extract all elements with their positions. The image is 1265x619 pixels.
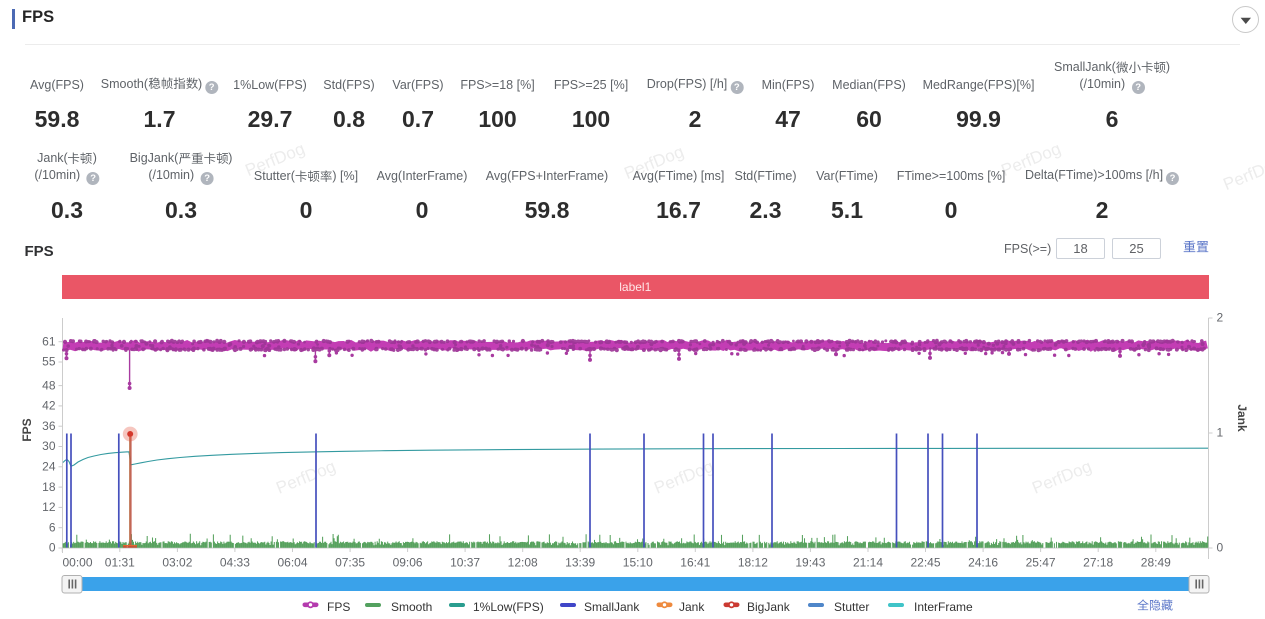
svg-text:55: 55 — [42, 355, 56, 369]
svg-text:01:31: 01:31 — [105, 556, 135, 570]
svg-text:24: 24 — [42, 460, 56, 474]
svg-text:10:37: 10:37 — [450, 556, 480, 570]
svg-text:42: 42 — [42, 399, 56, 413]
svg-text:15:10: 15:10 — [623, 556, 653, 570]
svg-text:22:45: 22:45 — [910, 556, 940, 570]
svg-text:36: 36 — [42, 419, 56, 433]
svg-text:PerfDog: PerfDog — [273, 457, 338, 498]
svg-text:PerfDog: PerfDog — [1029, 457, 1094, 498]
svg-text:16:41: 16:41 — [680, 556, 710, 570]
svg-text:FPS: FPS — [20, 418, 34, 441]
svg-text:04:33: 04:33 — [220, 556, 250, 570]
svg-text:19:43: 19:43 — [795, 556, 825, 570]
svg-text:06:04: 06:04 — [277, 556, 307, 570]
svg-text:12:08: 12:08 — [508, 556, 538, 570]
svg-text:25:47: 25:47 — [1026, 556, 1056, 570]
svg-text:09:06: 09:06 — [393, 556, 423, 570]
svg-text:28:49: 28:49 — [1141, 556, 1171, 570]
svg-text:1: 1 — [1217, 426, 1224, 440]
svg-text:PerfDog: PerfDog — [651, 457, 716, 498]
svg-text:12: 12 — [42, 500, 56, 514]
svg-text:21:14: 21:14 — [853, 556, 883, 570]
svg-text:6: 6 — [49, 520, 56, 534]
svg-text:27:18: 27:18 — [1083, 556, 1113, 570]
svg-text:61: 61 — [42, 334, 56, 348]
svg-text:07:35: 07:35 — [335, 556, 365, 570]
svg-text:0: 0 — [49, 541, 56, 555]
svg-text:18: 18 — [42, 480, 56, 494]
svg-text:30: 30 — [42, 439, 56, 453]
svg-text:0: 0 — [1217, 541, 1224, 555]
svg-text:24:16: 24:16 — [968, 556, 998, 570]
svg-text:Jank: Jank — [1235, 404, 1249, 432]
svg-text:03:02: 03:02 — [162, 556, 192, 570]
svg-text:2: 2 — [1217, 311, 1224, 325]
svg-text:13:39: 13:39 — [565, 556, 595, 570]
svg-text:18:12: 18:12 — [738, 556, 768, 570]
svg-text:48: 48 — [42, 378, 56, 392]
svg-text:00:00: 00:00 — [62, 556, 92, 570]
